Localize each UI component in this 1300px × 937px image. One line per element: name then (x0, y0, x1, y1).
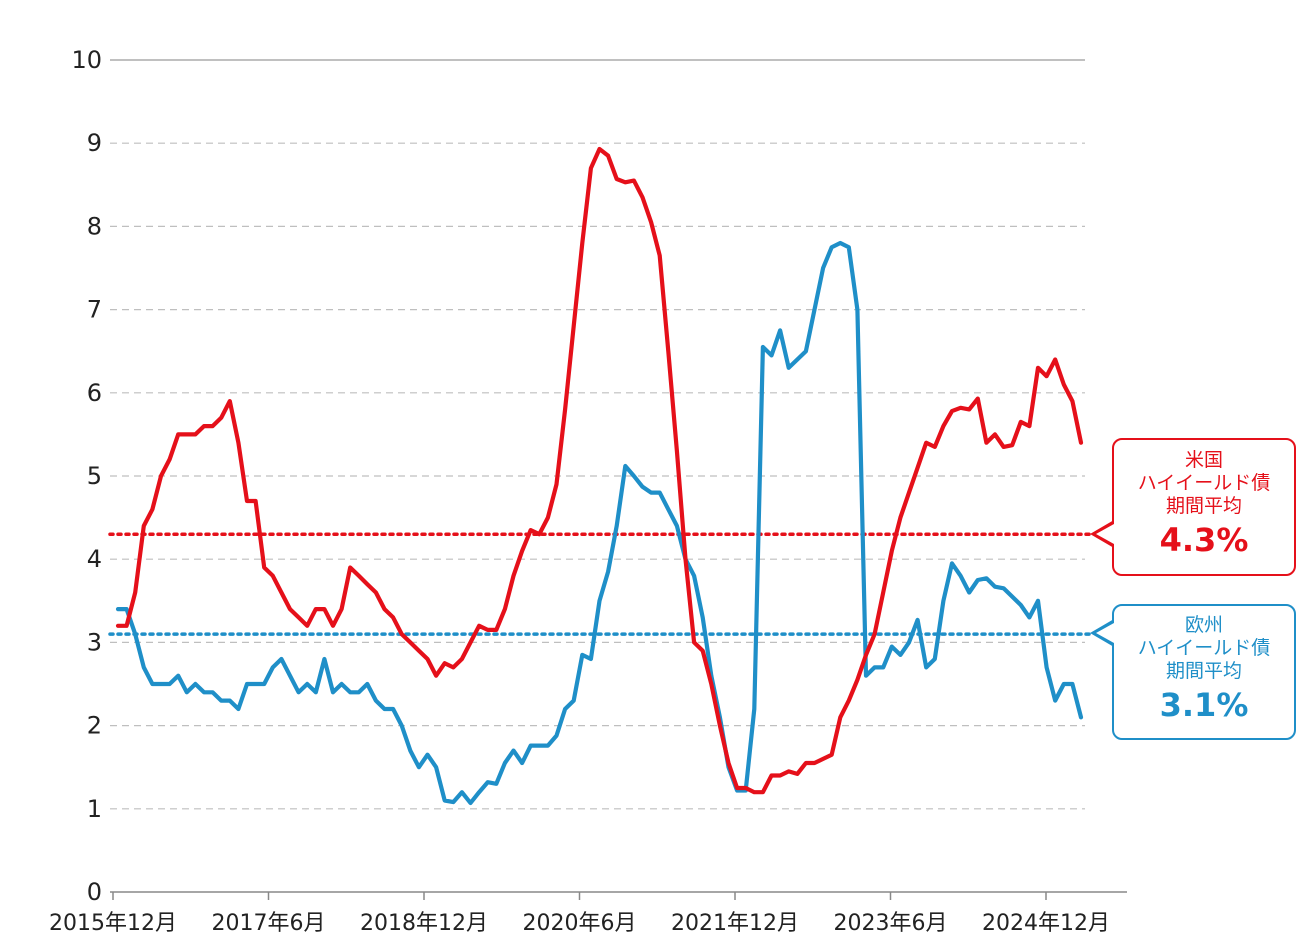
y-tick-label: 6 (87, 379, 102, 407)
us-callout-label: 期間平均 (1165, 495, 1242, 517)
y-tick-label: 9 (87, 129, 102, 157)
y-tick-label: 2 (87, 712, 102, 740)
eu-callout-region: 欧州 (1184, 614, 1223, 636)
eu-callout-pointer-fill (1096, 623, 1114, 643)
x-tick-label: 2024年12月 (982, 911, 1110, 936)
gridlines (110, 59, 1085, 810)
eu-average-callout: 欧州 ハイイールド債 期間平均 3.1% (1112, 604, 1296, 740)
eu-callout-label: 期間平均 (1165, 660, 1242, 682)
x-tick-label: 2021年12月 (671, 911, 799, 936)
x-tick-label: 2018年12月 (360, 911, 488, 936)
y-tick-label: 4 (87, 545, 102, 573)
y-tick-label: 8 (87, 212, 102, 240)
series-line (115, 146, 1084, 795)
y-tick-label: 5 (87, 462, 102, 490)
eu-callout-asset: ハイイールド債 (1137, 637, 1271, 659)
us-average-callout: 米国 ハイイールド債 期間平均 4.3% (1112, 438, 1296, 576)
us-callout-value: 4.3% (1159, 521, 1249, 559)
x-tick-label: 2023年6月 (834, 911, 948, 936)
y-tick-label: 7 (87, 296, 102, 324)
series-line (115, 240, 1084, 806)
us-callout-asset: ハイイールド債 (1137, 472, 1271, 494)
x-axis: 2015年12月 2017年6月 2018年12月 2020年6月 2021年12月 20… (49, 891, 1127, 936)
x-tick-label: 2020年6月 (523, 911, 637, 936)
y-tick-label: 1 (87, 795, 102, 823)
series-lines (115, 146, 1084, 806)
x-tick-label: 2017年6月 (212, 911, 326, 936)
reference-lines (108, 532, 1092, 636)
y-tick-label: 10 (71, 46, 102, 74)
us-callout-pointer-fill (1096, 524, 1114, 544)
x-tick-label: 2015年12月 (49, 911, 177, 936)
us-callout-region: 米国 (1184, 449, 1223, 471)
y-tick-label: 3 (87, 628, 102, 656)
y-axis-ticks: 0 1 2 3 4 5 6 7 8 9 10 (71, 46, 102, 906)
eu-callout-value: 3.1% (1159, 686, 1249, 724)
y-tick-label: 0 (87, 878, 102, 906)
